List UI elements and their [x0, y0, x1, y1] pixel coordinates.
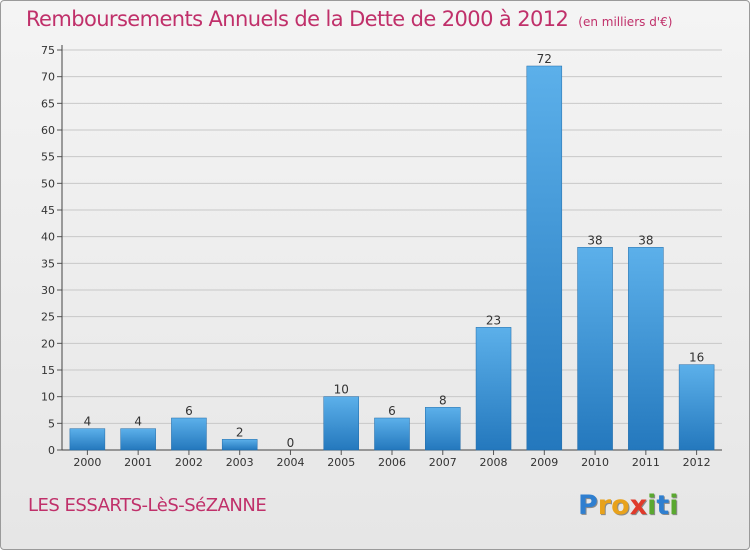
bar-2003 — [221, 439, 258, 451]
y-tick-label: 40 — [41, 231, 55, 244]
y-tick-label: 65 — [41, 97, 55, 110]
x-tick-label: 2012 — [683, 456, 711, 469]
x-tick-label: 2007 — [429, 456, 457, 469]
gridlines — [62, 49, 722, 424]
value-labels: 4 4 6 2 0 10 6 8 23 72 38 38 16 — [84, 52, 705, 450]
bar-2009 — [526, 65, 563, 451]
bar-2012 — [678, 364, 715, 451]
x-tick-label: 2011 — [632, 456, 660, 469]
data-label: 8 — [439, 393, 447, 407]
y-tick-label: 35 — [41, 257, 55, 270]
chart-unit: (en milliers d'€) — [578, 15, 673, 29]
chart-title: Remboursements Annuels de la Dette de 20… — [26, 7, 672, 31]
y-tick-label: 75 — [41, 44, 55, 57]
x-tick-label: 2002 — [175, 456, 203, 469]
x-tick-label: 2001 — [124, 456, 152, 469]
bar-2006 — [374, 417, 410, 451]
bar-2008 — [475, 327, 512, 451]
data-label: 0 — [287, 436, 295, 450]
data-label: 23 — [486, 313, 501, 327]
data-label: 4 — [134, 415, 142, 429]
y-tick-label: 10 — [41, 391, 55, 404]
data-label: 6 — [388, 404, 396, 418]
bar-2007 — [425, 407, 461, 451]
bar-2010 — [577, 247, 613, 451]
x-tick-label: 2009 — [530, 456, 558, 469]
y-tick-label: 70 — [41, 71, 55, 84]
y-tick-label: 15 — [41, 364, 55, 377]
data-label: 72 — [537, 52, 552, 66]
data-label: 2 — [236, 425, 244, 439]
y-tick-label: 5 — [48, 417, 55, 430]
y-tick-label: 0 — [48, 444, 55, 457]
bar-2002 — [171, 417, 207, 451]
x-tick-label: 2003 — [226, 456, 254, 469]
bar-2000 — [69, 428, 106, 451]
data-label: 4 — [84, 415, 92, 429]
y-tick-label: 50 — [41, 177, 55, 190]
chart-title-text: Remboursements Annuels de la Dette de 20… — [26, 7, 569, 31]
x-tick-label: 2005 — [327, 456, 355, 469]
data-label: 38 — [638, 233, 653, 247]
commune-name: LES ESSARTS-LèS-SéZANNE — [28, 495, 267, 516]
bar-2005 — [323, 396, 359, 451]
data-label: 38 — [587, 233, 602, 247]
proxiti-logo: Proxiti — [578, 490, 679, 521]
y-tick-label: 20 — [41, 337, 55, 350]
data-label: 16 — [689, 351, 704, 365]
y-tick-label: 30 — [41, 284, 55, 297]
y-tick-label: 25 — [41, 311, 55, 324]
x-tick-label: 2010 — [581, 456, 609, 469]
x-tick-label: 2004 — [276, 456, 304, 469]
bars — [69, 65, 715, 451]
x-tick-label: 2000 — [73, 456, 101, 469]
x-tick-label: 2008 — [480, 456, 508, 469]
y-tick-label: 60 — [41, 124, 55, 137]
y-tick-label: 55 — [41, 151, 55, 164]
bar-2011 — [628, 247, 664, 451]
data-label: 6 — [185, 404, 193, 418]
y-tick-label: 45 — [41, 204, 55, 217]
x-tick-label: 2006 — [378, 456, 406, 469]
bar-2001 — [120, 428, 156, 451]
data-label: 10 — [334, 383, 349, 397]
